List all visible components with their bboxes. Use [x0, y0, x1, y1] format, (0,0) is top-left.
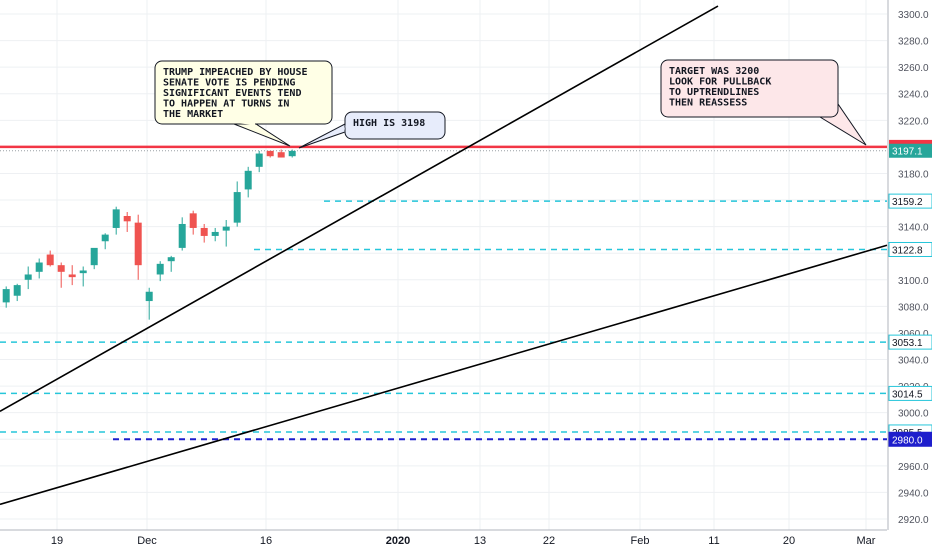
candle-body — [13, 285, 21, 296]
candle-body — [112, 209, 120, 228]
y-tick-label: 2960.0 — [898, 462, 929, 473]
y-tick-label: 2920.0 — [898, 515, 929, 526]
y-tick-label: 3240.0 — [898, 90, 929, 101]
last-price-tag — [889, 143, 932, 158]
x-tick-label: 16 — [260, 535, 272, 547]
x-tick-label: Dec — [137, 535, 157, 547]
candle-body — [90, 247, 98, 266]
callout-pointer — [233, 123, 291, 147]
candle-body — [200, 227, 208, 236]
level-price-label: 3014.5 — [892, 389, 923, 400]
y-tick-label: 3280.0 — [898, 37, 929, 48]
candle-body — [134, 222, 142, 266]
annotation-text-line: LOOK FOR PULLBACK — [669, 77, 771, 88]
candles-layer — [2, 149, 296, 320]
candle-body — [189, 213, 197, 228]
annotation-text-line: TRUMP IMPEACHED BY HOUSE — [163, 67, 308, 78]
last-price-label: 3197.1 — [892, 147, 923, 158]
candle-body — [123, 216, 131, 222]
time-axis-layer: 19 Dec 16 2020 13 22 Feb 11 20 Mar — [0, 529, 887, 547]
level-price-tag — [888, 241, 932, 257]
y-tick-label: 3000.0 — [898, 409, 929, 420]
candle-body — [68, 274, 76, 278]
x-tick-label: 19 — [51, 535, 63, 547]
grid-layer — [0, 0, 887, 530]
level-price-label: 3053.1 — [892, 338, 923, 349]
level-price-label: 3159.2 — [892, 197, 923, 208]
candle-body — [79, 270, 87, 274]
candle-body — [101, 234, 109, 242]
level-price-tag — [888, 193, 932, 209]
annotation-text-line: HIGH IS 3198 — [353, 118, 425, 129]
trendline — [0, 5, 719, 413]
y-tick-label: 3180.0 — [898, 169, 929, 180]
candle-body — [167, 257, 175, 262]
annotation-text-line: TO HAPPEN AT TURNS IN — [163, 99, 289, 110]
price-axis-layer: 2920.02940.02960.02980.03000.03020.03040… — [887, 0, 932, 530]
callout-pointer — [298, 123, 346, 149]
trendline — [0, 244, 888, 506]
y-tick-label: 3140.0 — [898, 223, 929, 234]
annotation-text-line: TO UPTRENDLINES — [669, 87, 759, 98]
level-price-label: 2980.0 — [892, 435, 923, 446]
level-price-tag — [888, 431, 932, 447]
y-tick-label: 3040.0 — [898, 356, 929, 367]
y-tick-label: 3220.0 — [898, 116, 929, 127]
annotation-text-line: THEN REASSESS — [669, 98, 747, 109]
annotation-text-line: THE MARKET — [163, 109, 223, 120]
x-tick-label: Feb — [631, 535, 650, 547]
x-tick-label: 22 — [543, 535, 555, 547]
candle-body — [255, 153, 263, 167]
callout-join — [344, 123, 346, 133]
candle-body — [145, 291, 153, 302]
candle-body — [2, 289, 10, 303]
high-note: HIGH IS 3198 — [298, 111, 446, 149]
x-tick-label: 2020 — [386, 535, 410, 547]
y-tick-label: 3100.0 — [898, 276, 929, 287]
candle-body — [266, 150, 274, 157]
trendlines-layer — [0, 5, 888, 506]
x-tick-label: Mar — [857, 535, 876, 547]
y-tick-label: 3060.0 — [898, 329, 929, 340]
candle-body — [244, 170, 252, 190]
callout-join — [235, 123, 255, 125]
annotation-text-line: SIGNIFICANT EVENTS TEND — [163, 88, 301, 99]
callout-box — [660, 59, 839, 118]
annotation-text-line: SENATE VOTE IS PENDING — [163, 78, 295, 89]
callout-join — [821, 103, 837, 116]
horizontal-lines-layer — [0, 145, 887, 441]
candle-body — [288, 150, 296, 157]
annotation-text-line: TARGET WAS 3200 — [669, 66, 759, 77]
candle-body — [211, 231, 219, 236]
callout-box — [154, 60, 333, 125]
y-tick-label: 3260.0 — [898, 63, 929, 74]
y-tick-label: 2940.0 — [898, 488, 929, 499]
candle-body — [24, 274, 32, 280]
candle-body — [277, 152, 285, 158]
y-tick-label: 3300.0 — [898, 10, 929, 21]
candle-body — [46, 254, 54, 266]
candle-body — [178, 223, 186, 248]
level-price-label: 3122.8 — [892, 245, 923, 256]
candle-body — [57, 265, 65, 272]
x-tick-label: 13 — [474, 535, 486, 547]
candle-body — [222, 226, 230, 231]
candle-body — [233, 192, 241, 223]
candle-body — [156, 263, 164, 275]
candle-body — [35, 262, 43, 272]
callout-box — [344, 111, 446, 140]
level-price-tag — [888, 334, 932, 350]
level-price-tag — [888, 385, 932, 401]
x-tick-label: 20 — [783, 535, 795, 547]
y-tick-label: 3080.0 — [898, 302, 929, 313]
x-tick-label: 11 — [708, 535, 719, 547]
